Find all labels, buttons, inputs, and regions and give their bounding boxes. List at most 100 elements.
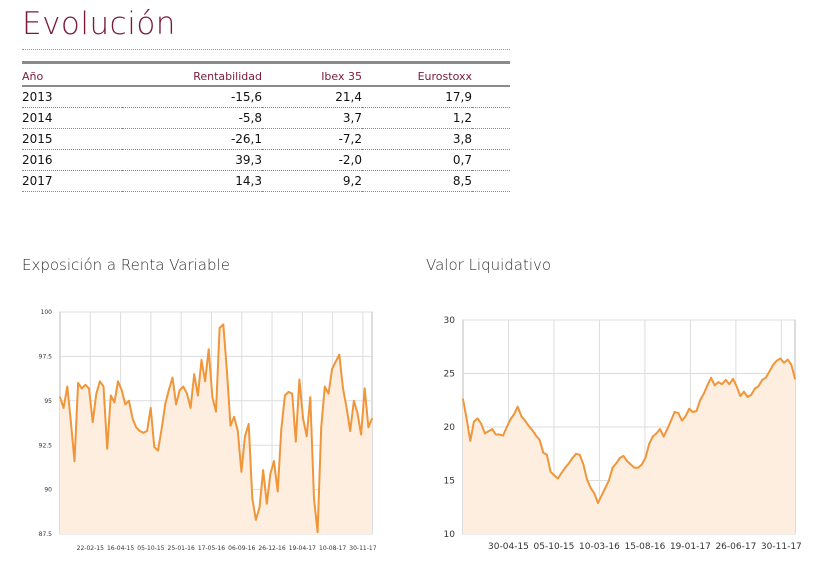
data-point	[360, 433, 362, 436]
cell-rentabilidad: -26,1	[122, 128, 262, 150]
series-area	[463, 358, 795, 534]
cell-ibex: -7,2	[262, 128, 362, 150]
data-point	[117, 380, 119, 383]
x-tick-label: 10-03-16	[579, 542, 620, 552]
data-point	[494, 433, 497, 436]
cell-ibex: 3,7	[262, 107, 362, 129]
data-point	[323, 385, 326, 388]
data-point	[309, 396, 312, 399]
data-point	[284, 394, 286, 397]
data-point	[160, 428, 163, 431]
data-point	[334, 360, 337, 363]
table-header-row: Año Rentabilidad Ibex 35 Eurostoxx	[22, 67, 510, 87]
data-point	[608, 479, 610, 482]
data-point	[582, 463, 585, 466]
data-point	[99, 380, 101, 383]
data-point	[287, 391, 290, 393]
data-point	[691, 411, 694, 413]
data-point	[229, 424, 232, 427]
data-point	[462, 398, 464, 401]
data-point	[546, 453, 548, 456]
data-point	[651, 435, 654, 438]
table-row: 2017 14,3 9,2 8,5	[22, 170, 510, 192]
data-point	[70, 421, 72, 423]
cell-rentabilidad: -5,8	[122, 107, 262, 129]
data-point	[218, 327, 221, 329]
data-point	[571, 457, 574, 459]
table-row: 2016 39,3 -2,0 0,7	[22, 149, 510, 171]
data-point	[542, 451, 545, 454]
cell-eurostoxx: 8,5	[362, 170, 472, 192]
data-point	[465, 417, 468, 420]
cell-ibex: 21,4	[262, 86, 362, 108]
data-point	[644, 457, 647, 459]
data-point	[342, 387, 344, 390]
data-point	[258, 506, 261, 509]
data-point	[131, 417, 134, 420]
data-point	[728, 383, 731, 386]
data-point	[666, 428, 669, 430]
data-point	[677, 412, 680, 414]
data-point	[768, 370, 771, 373]
data-point	[124, 403, 127, 406]
data-point	[567, 462, 570, 465]
x-tick-label: 05-10-15	[534, 542, 575, 552]
data-point	[371, 417, 373, 420]
data-point	[353, 399, 355, 402]
x-tick-label: 30-04-15	[488, 542, 529, 552]
data-point	[487, 430, 490, 433]
data-point	[109, 394, 112, 397]
data-point	[535, 434, 537, 437]
cell-rentabilidad: 39,3	[122, 149, 262, 171]
data-point	[794, 377, 796, 380]
data-point	[316, 531, 319, 534]
data-point	[167, 389, 170, 391]
col-header-eurostoxx: Eurostoxx	[362, 67, 472, 87]
data-point	[476, 417, 479, 420]
x-tick-label: 26-06-17	[715, 542, 756, 552]
data-point	[215, 410, 217, 413]
data-point	[95, 392, 98, 395]
data-point	[80, 387, 83, 390]
data-point	[273, 460, 275, 463]
data-point	[604, 487, 607, 489]
data-point	[484, 432, 486, 435]
data-point	[320, 426, 323, 429]
col-header-rentabilidad: Rentabilidad	[122, 67, 262, 87]
data-point	[746, 396, 749, 398]
col-header-pad	[472, 67, 510, 87]
data-point	[222, 323, 225, 326]
data-point	[189, 407, 192, 409]
data-point	[356, 412, 359, 415]
data-point	[524, 419, 526, 422]
data-point	[637, 466, 639, 469]
data-point	[633, 466, 636, 469]
data-point	[688, 407, 691, 410]
data-point	[164, 403, 167, 406]
data-point	[62, 407, 65, 409]
x-tick-label: 06-09-16	[228, 545, 255, 552]
data-point	[91, 421, 94, 423]
data-point	[59, 396, 61, 399]
data-point	[615, 462, 618, 465]
nav-chart: 10 15 20 25 30 30-04-15 05-10-15 10-03-16 15-08-…	[444, 316, 802, 552]
data-point	[713, 384, 716, 387]
x-tick-label: 05-10-15	[137, 545, 164, 552]
data-point	[305, 435, 308, 438]
data-point	[662, 435, 665, 438]
data-point	[84, 383, 87, 386]
x-tick-label: 22-02-15	[77, 545, 104, 552]
data-point	[226, 369, 228, 372]
y-tick-label: 10	[444, 530, 456, 540]
data-point	[313, 497, 315, 500]
data-point	[88, 387, 90, 390]
chart-title-exposicion: Exposición a Renta Variable	[22, 256, 230, 274]
cell-rentabilidad: 14,3	[122, 170, 262, 192]
data-point	[505, 426, 508, 428]
data-point	[619, 457, 621, 459]
data-point	[786, 358, 789, 361]
data-point	[553, 474, 556, 477]
y-tick-label: 100	[41, 309, 53, 316]
y-tick-label: 92.5	[39, 442, 53, 449]
table-top-rule	[22, 61, 510, 64]
